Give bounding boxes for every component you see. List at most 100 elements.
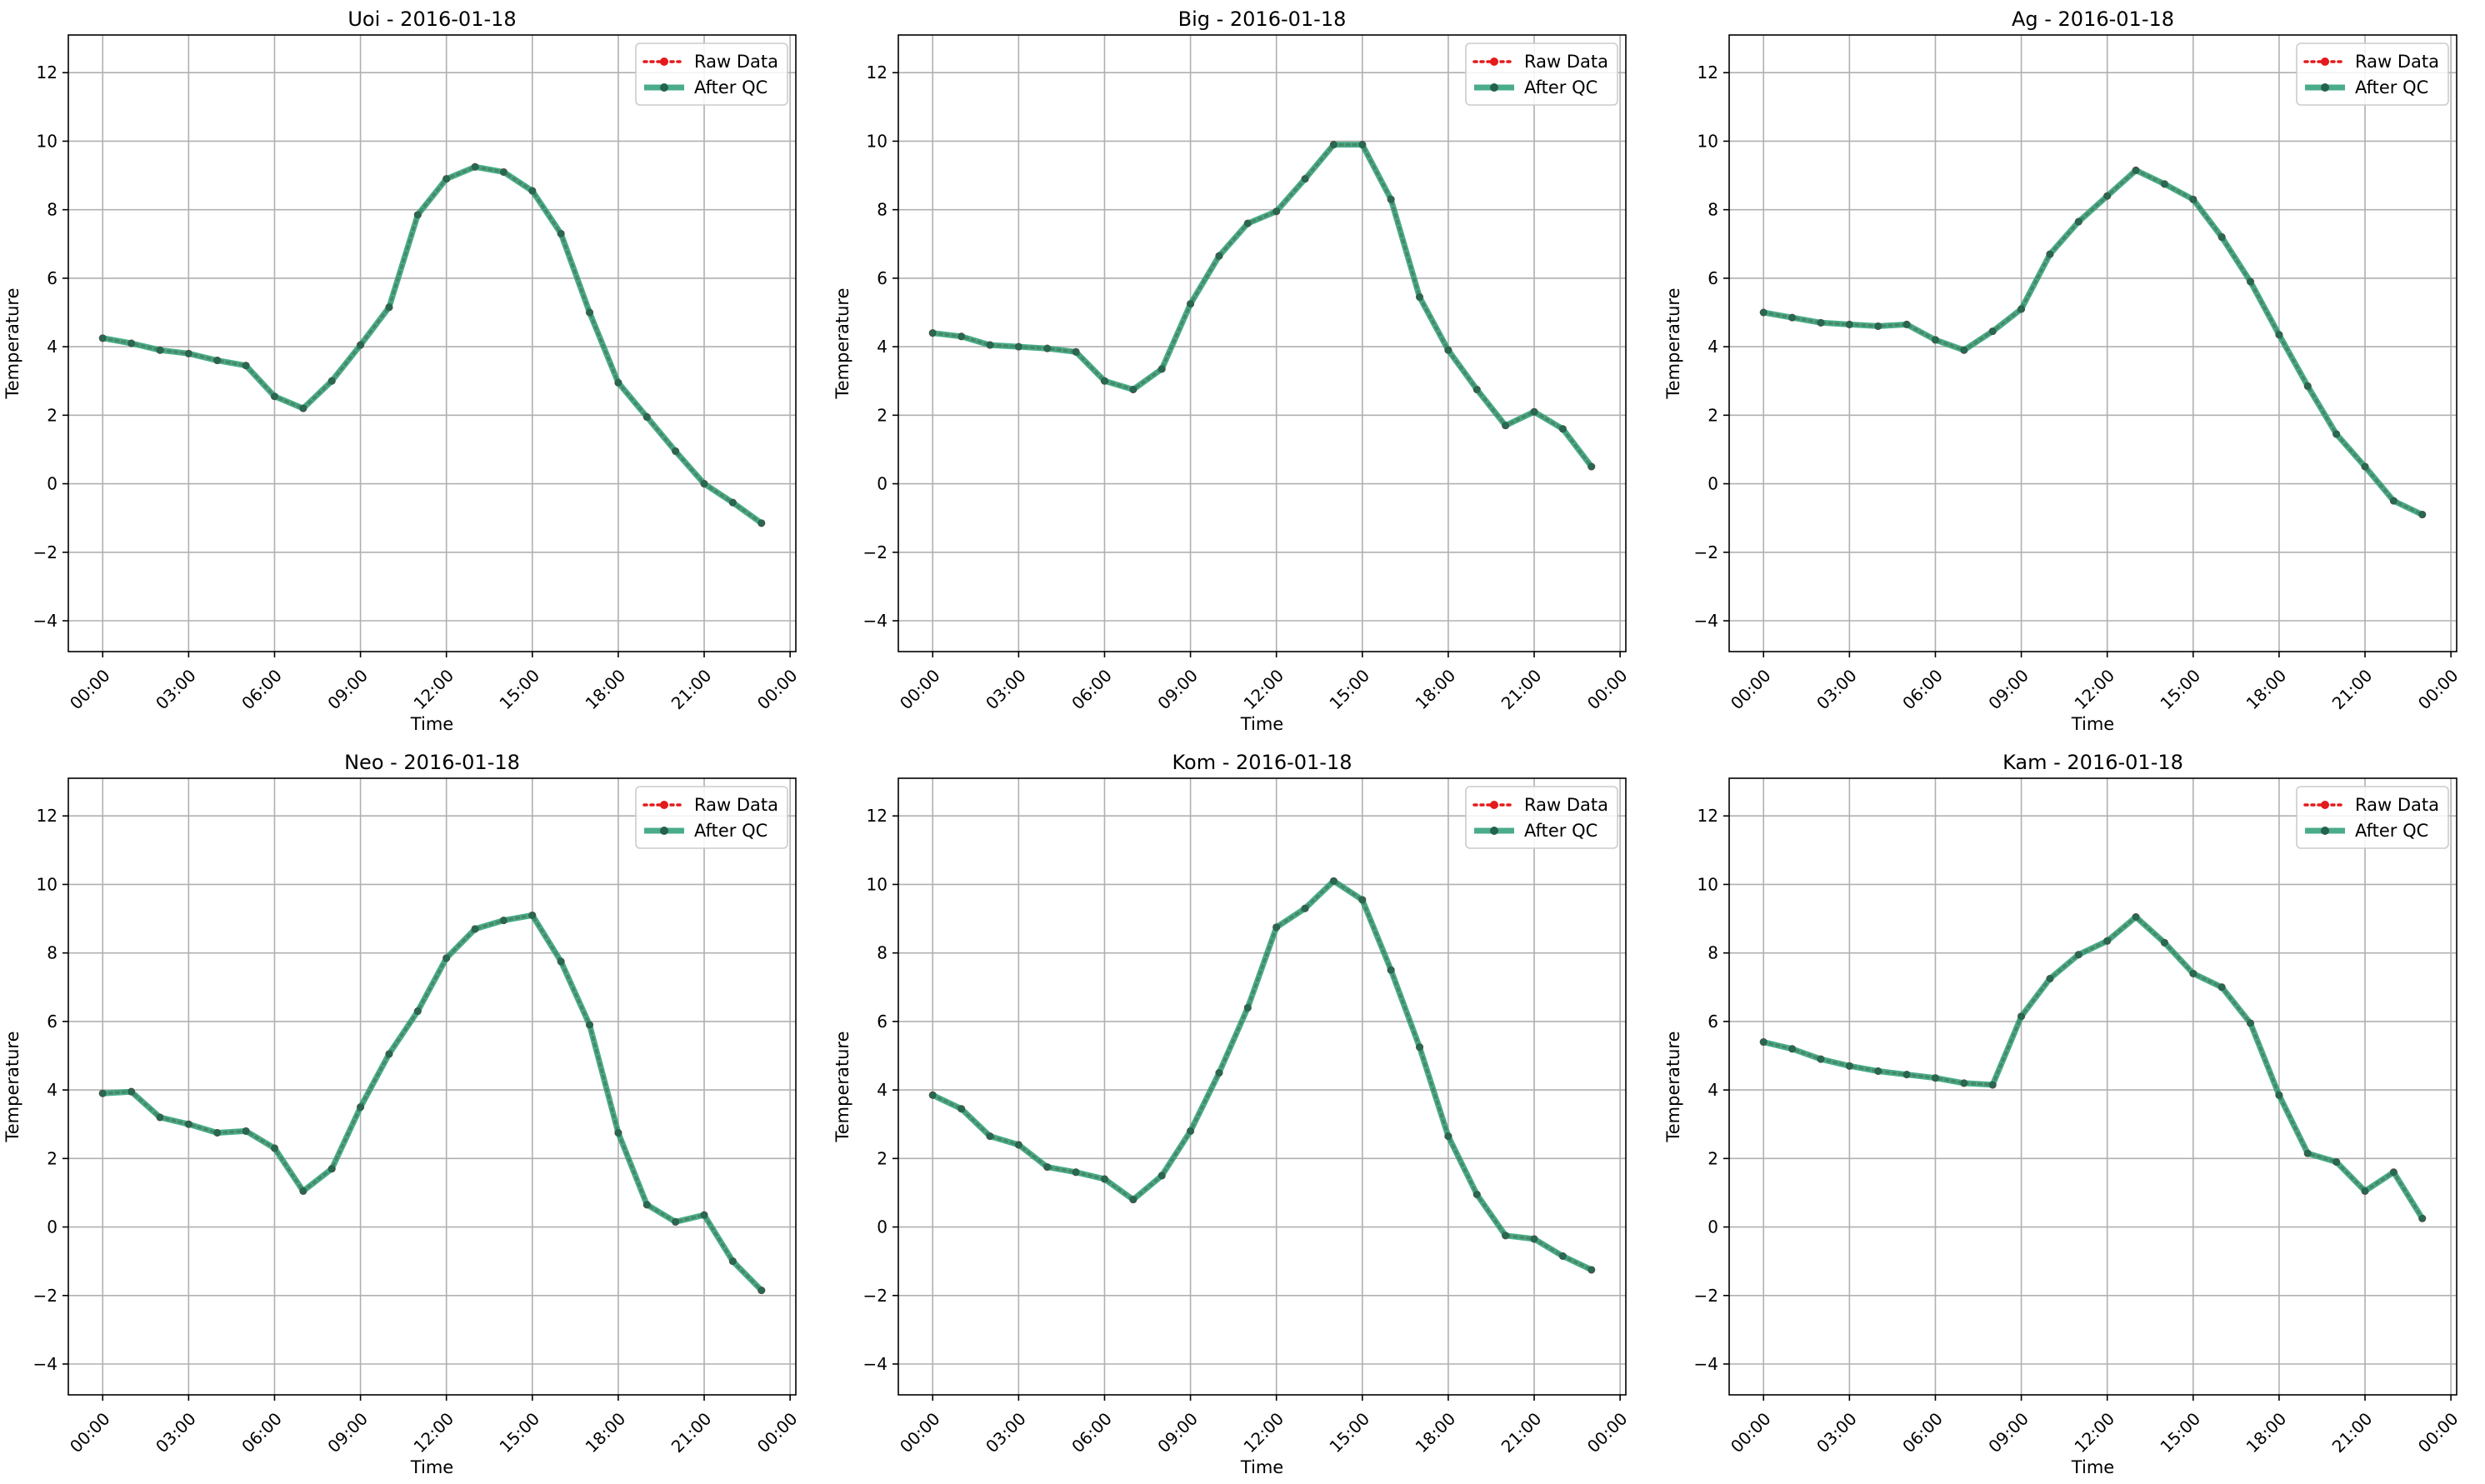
y-tick-label: −4 bbox=[863, 611, 888, 631]
subplot-5: −4 −2 0 2 4 6 8 10 12 00:00 03:00 06:00 09:00 12:00 15… bbox=[832, 751, 1632, 1477]
data-point-qc bbox=[958, 1105, 966, 1113]
legend-marker-after-qc bbox=[660, 827, 668, 835]
y-tick-label: 12 bbox=[1698, 806, 1718, 826]
x-tick-label: 06:00 bbox=[238, 665, 286, 713]
data-point-qc bbox=[1558, 425, 1567, 433]
data-point-qc bbox=[1129, 386, 1138, 393]
data-point-qc bbox=[1187, 1127, 1195, 1135]
y-tick-label: −2 bbox=[33, 1286, 58, 1306]
x-tick-label: 12:00 bbox=[409, 665, 458, 713]
data-point-qc bbox=[672, 1217, 680, 1226]
y-tick-label: −4 bbox=[33, 1354, 58, 1374]
data-point-qc bbox=[1100, 1175, 1108, 1183]
y-tick-label: 2 bbox=[1708, 1148, 1718, 1168]
data-point-qc bbox=[357, 1103, 365, 1112]
data-point-qc bbox=[413, 1007, 422, 1016]
series-line-after-qc bbox=[929, 877, 1595, 1273]
data-point-qc bbox=[758, 1287, 766, 1295]
y-tick-label: 10 bbox=[1698, 131, 1718, 151]
data-point-qc bbox=[1558, 1252, 1567, 1260]
data-point-qc bbox=[1988, 1081, 1997, 1089]
data-point-qc bbox=[2132, 913, 2140, 921]
y-tick-label: 4 bbox=[877, 337, 888, 357]
x-tick-label: 21:00 bbox=[1498, 1408, 1546, 1457]
y-tick-label: 10 bbox=[37, 874, 58, 894]
x-tick-label: 03:00 bbox=[152, 665, 200, 713]
y-tick-label: −4 bbox=[863, 1354, 888, 1374]
x-tick-label: 00:00 bbox=[1727, 665, 1775, 713]
y-tick-label: 8 bbox=[877, 200, 888, 220]
y-tick-label: 6 bbox=[47, 268, 58, 288]
data-point-qc bbox=[1931, 336, 1939, 344]
x-tick-label: 15:00 bbox=[496, 665, 544, 713]
data-point-qc bbox=[2275, 1091, 2283, 1099]
legend-label: After QC bbox=[694, 821, 768, 841]
legend-marker-raw-data bbox=[1490, 57, 1498, 66]
y-tick-label: 10 bbox=[1698, 874, 1718, 894]
subplot-title: Big - 2016-01-18 bbox=[1178, 7, 1347, 31]
data-point-qc bbox=[1358, 896, 1367, 904]
x-tick-label: 18:00 bbox=[1412, 1408, 1460, 1457]
series-line-after-qc bbox=[1760, 167, 2426, 518]
x-tick-label: 09:00 bbox=[1984, 665, 2032, 713]
data-point-qc bbox=[1272, 923, 1281, 932]
data-point-qc bbox=[385, 303, 393, 312]
data-point-qc bbox=[614, 1129, 622, 1137]
data-point-qc bbox=[1588, 1266, 1596, 1274]
y-tick-label: 10 bbox=[867, 131, 888, 151]
x-tick-label: 03:00 bbox=[1812, 665, 1861, 713]
data-point-qc bbox=[1931, 1074, 1939, 1082]
x-tick-label: 00:00 bbox=[753, 665, 802, 713]
x-tick-label: 15:00 bbox=[2157, 665, 2205, 713]
data-point-qc bbox=[1588, 462, 1596, 471]
data-point-qc bbox=[2103, 192, 2112, 200]
subplot-2: −4 −2 0 2 4 6 8 10 12 00:00 03:00 06:00 09:00 12:00 15… bbox=[832, 7, 1632, 734]
x-tick-label: 03:00 bbox=[982, 1408, 1030, 1457]
data-point-qc bbox=[471, 162, 479, 171]
data-point-qc bbox=[1444, 1132, 1452, 1141]
y-tick-label: −2 bbox=[1694, 1286, 1718, 1306]
data-point-qc bbox=[1759, 308, 1768, 317]
x-tick-label: 09:00 bbox=[1153, 665, 1202, 713]
data-point-qc bbox=[1301, 904, 1309, 912]
data-point-qc bbox=[442, 954, 451, 962]
x-axis-label: Time bbox=[1240, 714, 1283, 734]
series-line-after-qc bbox=[99, 163, 765, 527]
data-point-qc bbox=[2418, 1214, 2427, 1222]
legend-label: Raw Data bbox=[694, 795, 778, 815]
y-tick-label: −2 bbox=[863, 1286, 888, 1306]
x-tick-label: 21:00 bbox=[1498, 665, 1546, 713]
data-point-qc bbox=[1215, 1069, 1223, 1077]
x-tick-label: 15:00 bbox=[1326, 665, 1374, 713]
legend-label: After QC bbox=[2355, 77, 2428, 97]
y-tick-label: 2 bbox=[47, 405, 58, 425]
data-point-qc bbox=[986, 1132, 994, 1141]
data-point-qc bbox=[1158, 1172, 1166, 1180]
legend-marker-after-qc bbox=[660, 83, 668, 92]
data-point-qc bbox=[413, 211, 422, 219]
y-tick-label: 0 bbox=[47, 474, 58, 494]
x-tick-label: 00:00 bbox=[66, 665, 114, 713]
y-tick-label: 8 bbox=[47, 943, 58, 963]
legend-label: Raw Data bbox=[2355, 795, 2439, 815]
data-point-qc bbox=[2189, 969, 2198, 977]
subplot-title: Kam - 2016-01-18 bbox=[2002, 751, 2183, 774]
data-point-qc bbox=[128, 1087, 136, 1096]
data-point-qc bbox=[213, 357, 222, 365]
data-point-qc bbox=[98, 334, 107, 342]
data-point-qc bbox=[1444, 346, 1452, 354]
y-axis-label: Temperature bbox=[1663, 287, 1683, 399]
data-point-qc bbox=[270, 392, 278, 401]
y-tick-label: 2 bbox=[877, 405, 888, 425]
legend: Raw Data After QC bbox=[635, 786, 788, 849]
data-point-qc bbox=[2361, 462, 2369, 471]
legend-marker-raw-data bbox=[2321, 801, 2329, 809]
legend-marker-raw-data bbox=[660, 801, 668, 809]
axes-frame bbox=[898, 34, 1627, 652]
axes-frame bbox=[68, 34, 797, 652]
series-line-after-qc bbox=[929, 142, 1595, 470]
x-tick-label: 15:00 bbox=[2157, 1408, 2205, 1457]
axes-frame bbox=[68, 777, 797, 1396]
data-point-qc bbox=[2389, 497, 2398, 505]
legend-label: After QC bbox=[1524, 77, 1598, 97]
